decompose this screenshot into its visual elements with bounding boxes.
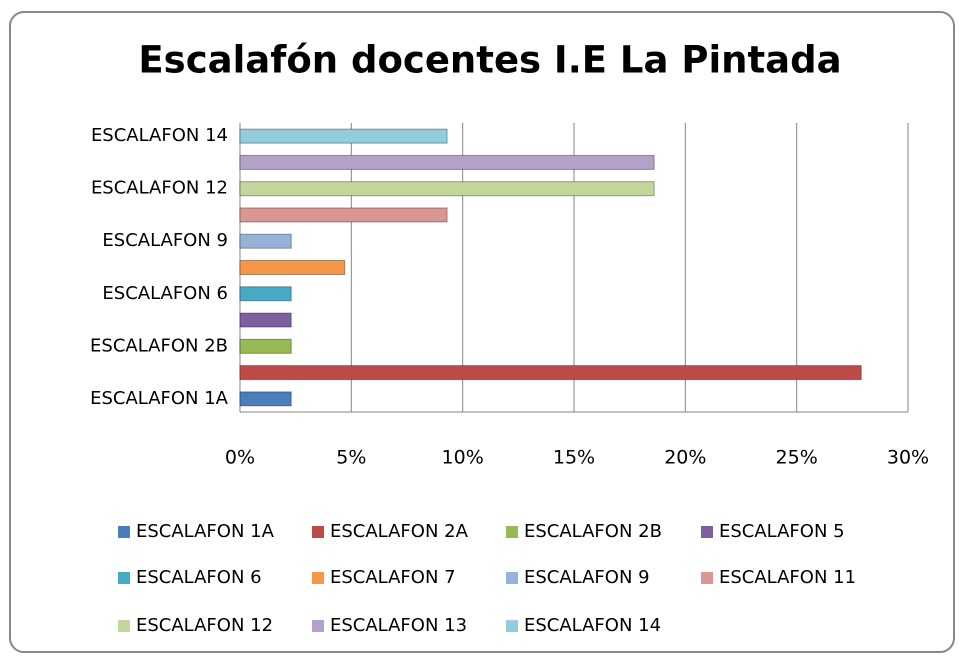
legend-swatch	[312, 620, 324, 632]
legend-label: ESCALAFON 2B	[524, 521, 662, 542]
chart-frame	[9, 11, 955, 653]
legend-label: ESCALAFON 13	[330, 615, 467, 636]
legend-swatch	[506, 526, 518, 538]
legend-swatch	[118, 572, 130, 584]
legend-swatch	[701, 526, 713, 538]
bar	[239, 338, 292, 354]
bar	[239, 233, 292, 249]
legend-label: ESCALAFON 1A	[136, 521, 275, 542]
bar	[239, 312, 292, 328]
x-tick-label: 10%	[442, 447, 484, 469]
x-tick-label: 25%	[776, 447, 818, 469]
x-tick-label: 30%	[887, 447, 929, 469]
legend-label: ESCALAFON 7	[330, 567, 456, 588]
x-tick-label: 0%	[225, 447, 255, 469]
y-tick-label: ESCALAFON 6	[102, 283, 228, 304]
legend-swatch	[506, 620, 518, 632]
bar	[239, 181, 655, 197]
bar	[239, 154, 655, 170]
bar	[239, 286, 292, 302]
bar	[239, 260, 346, 275]
bar	[239, 207, 448, 223]
legend-swatch	[118, 526, 130, 538]
legend-label: ESCALAFON 12	[136, 615, 273, 636]
x-tick-label: 5%	[336, 447, 366, 469]
legend-swatch	[701, 572, 713, 584]
chart-title: Escalafón docentes I.E La Pintada	[138, 39, 841, 82]
legend-swatch	[312, 526, 324, 538]
legend-label: ESCALAFON 11	[719, 567, 856, 588]
x-tick-label: 15%	[553, 447, 595, 469]
legend-label: ESCALAFON 9	[524, 567, 650, 588]
legend-swatch	[506, 572, 518, 584]
legend-label: ESCALAFON 2A	[330, 521, 469, 542]
x-tick-label: 20%	[664, 447, 706, 469]
y-tick-label: ESCALAFON 12	[91, 178, 228, 199]
y-tick-label: ESCALAFON 1A	[90, 388, 229, 409]
y-tick-label: ESCALAFON 2B	[90, 335, 228, 356]
y-tick-label: ESCALAFON 14	[91, 125, 228, 146]
y-tick-label: ESCALAFON 9	[102, 230, 228, 251]
legend-label: ESCALAFON 14	[524, 615, 661, 636]
legend-swatch	[118, 620, 130, 632]
legend-label: ESCALAFON 5	[719, 521, 845, 542]
legend-label: ESCALAFON 6	[136, 567, 262, 588]
legend-swatch	[312, 572, 324, 584]
bar	[239, 391, 292, 407]
bar	[239, 128, 448, 144]
bar	[239, 365, 862, 381]
